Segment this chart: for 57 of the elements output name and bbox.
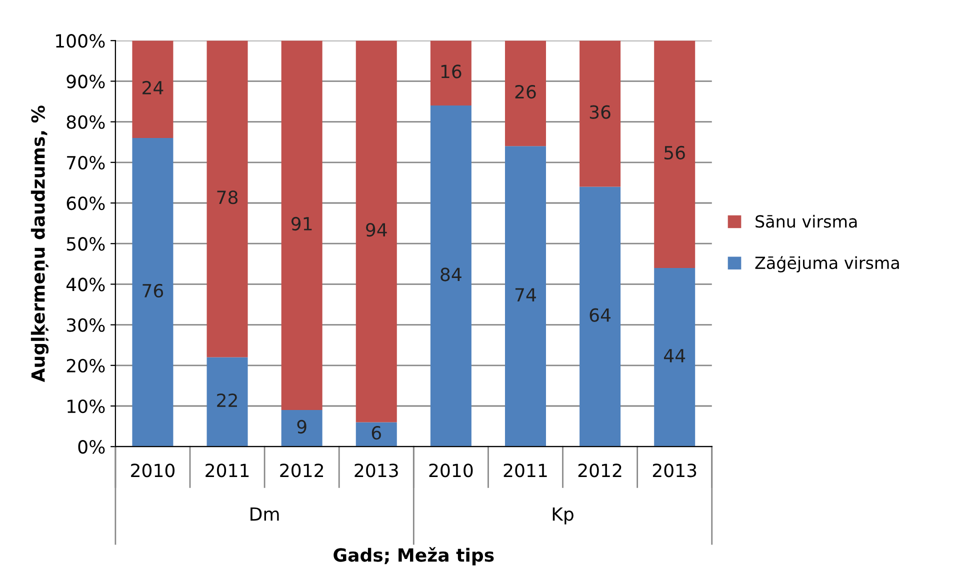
bar	[281, 40, 322, 410]
data-label: 26	[515, 84, 536, 99]
bar	[430, 106, 472, 447]
y-tick-label: 90%	[66, 74, 105, 88]
data-label: 94	[366, 223, 387, 237]
bar	[430, 40, 472, 106]
data-label: 36	[590, 105, 610, 119]
bar	[206, 357, 248, 447]
text: Dm	[250, 507, 279, 521]
data-label: 44	[664, 349, 686, 362]
data-label: 9	[297, 420, 306, 434]
y-tick-label: 20%	[66, 358, 105, 373]
y-tick-label: 50%	[66, 237, 105, 251]
y-tick-label: 70%	[67, 156, 105, 170]
data-label: 74	[515, 288, 536, 302]
x-tick-label: 2011	[504, 464, 547, 478]
x-tick-label: 2012	[578, 464, 622, 478]
data-label: 16	[441, 64, 462, 78]
bar	[654, 40, 696, 268]
bar	[206, 40, 248, 358]
bar	[654, 268, 696, 447]
x-axis-title: Gads; Meža tips	[334, 547, 494, 566]
bar	[504, 40, 546, 146]
x-tick-label: 2013	[652, 464, 696, 478]
data-label: 22	[217, 394, 237, 407]
y-tick-label: 60%	[66, 196, 105, 210]
data-label: 84	[440, 268, 462, 282]
data-label: 64	[590, 308, 611, 322]
y-tick-label: 80%	[66, 115, 105, 129]
bar	[580, 186, 621, 447]
x-tick-label: 2013	[354, 464, 398, 478]
bar	[504, 146, 546, 447]
data-label: 56	[664, 146, 685, 160]
data-label: 78	[217, 190, 238, 204]
data-label: 24	[142, 80, 164, 94]
y-tick-label: 0%	[78, 440, 105, 454]
y-axis-title: Augļķermeņu daudzums, %	[30, 106, 49, 382]
legend-label: Sānu virsma	[756, 214, 857, 228]
y-tick-label: 40%	[66, 278, 105, 292]
y-tick-label: 10%	[68, 399, 105, 414]
bar	[132, 40, 174, 138]
legend-label: Zāģējuma virsma	[755, 256, 899, 272]
y-tick-label: 100%	[56, 34, 105, 48]
y-tick-label: 30%	[66, 318, 105, 332]
x-tick-label: 2012	[280, 464, 323, 478]
bar	[580, 40, 621, 187]
text: Kp	[552, 507, 574, 524]
bar	[356, 40, 397, 422]
x-tick-label: 2011	[206, 464, 249, 478]
bar	[356, 422, 397, 447]
bar	[132, 138, 174, 447]
x-tick-label: 2010	[131, 464, 174, 478]
data-label: 76	[142, 284, 164, 298]
data-label: 91	[291, 216, 312, 231]
x-tick-label: 2010	[429, 464, 473, 478]
bar	[281, 410, 322, 447]
data-label: 6	[372, 426, 381, 440]
